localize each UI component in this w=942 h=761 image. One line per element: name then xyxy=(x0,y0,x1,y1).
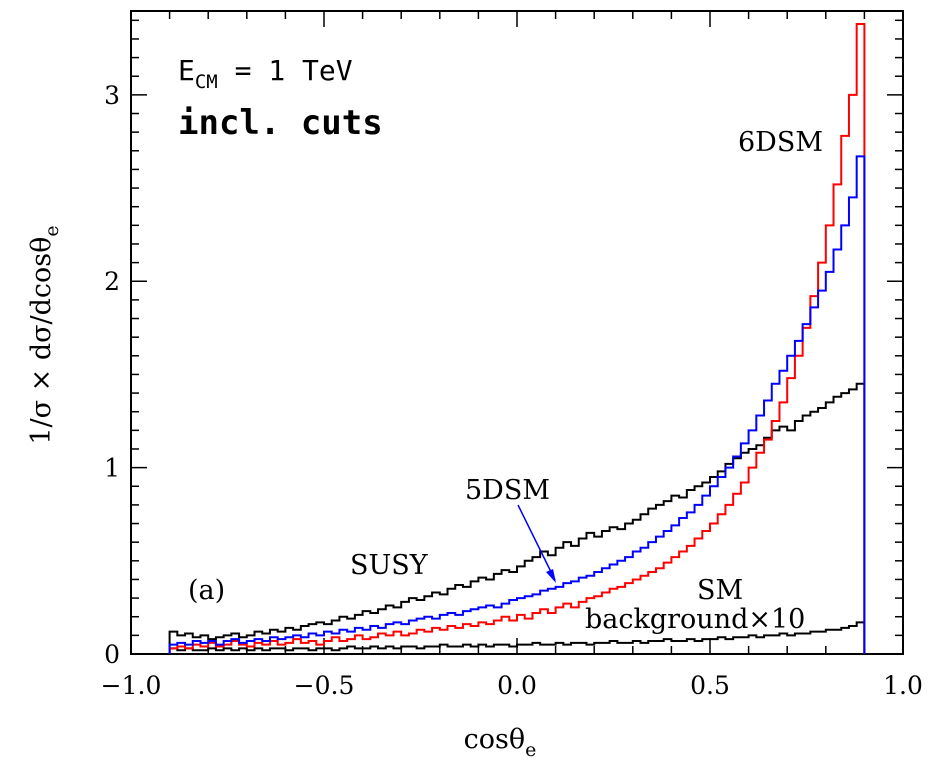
y-axis-title-sub: e xyxy=(41,225,63,236)
label-background: background×10 xyxy=(585,604,805,635)
label-susy: SUSY xyxy=(350,550,429,581)
y-tick-label: 0 xyxy=(104,640,120,669)
x-tick-label: 0.5 xyxy=(690,671,730,700)
y-tick-label: 1 xyxy=(104,454,120,483)
y-axis-title-main: 1/σ × dσ/dcosθ xyxy=(26,237,57,445)
x-tick-label: −1.0 xyxy=(101,671,162,700)
label-sm: SM xyxy=(697,575,743,606)
x-axis-title-sub: e xyxy=(525,739,536,761)
series-5dsm-line xyxy=(168,155,866,654)
energy-annotation: ECM = 1 TeV xyxy=(178,54,353,93)
energy-value: = 1 TeV xyxy=(218,54,353,87)
energy-subscript: CM xyxy=(195,71,218,93)
panel-label: (a) xyxy=(188,575,225,606)
axis-tick-labels: −1.0 −0.5 0.0 0.5 1.0 0 1 2 3 xyxy=(101,81,923,700)
series-6dsm-line xyxy=(168,23,866,654)
series-susy-line xyxy=(168,382,866,654)
axis-ticks xyxy=(130,11,904,655)
y-tick-label: 2 xyxy=(104,267,120,296)
x-tick-label: 1.0 xyxy=(883,671,923,700)
cuts-annotation: incl. cuts xyxy=(178,103,383,143)
y-axis-title: 1/σ × dσ/dcosθe xyxy=(26,225,63,444)
x-tick-label: −0.5 xyxy=(294,671,355,700)
5dsm-arrow xyxy=(517,504,556,583)
x-tick-label: 0.0 xyxy=(497,671,537,700)
label-5dsm: 5DSM xyxy=(465,475,550,506)
label-6dsm: 6DSM xyxy=(738,127,823,158)
5dsm-arrow-shaft xyxy=(517,504,556,581)
series-sm-line xyxy=(168,621,866,654)
x-axis-title-main: cosθ xyxy=(464,724,526,755)
series-layer xyxy=(168,23,866,654)
energy-symbol: E xyxy=(178,54,195,87)
x-axis-title: cosθe xyxy=(464,724,537,761)
5dsm-arrow-head xyxy=(546,569,556,583)
y-tick-label: 3 xyxy=(104,81,120,110)
